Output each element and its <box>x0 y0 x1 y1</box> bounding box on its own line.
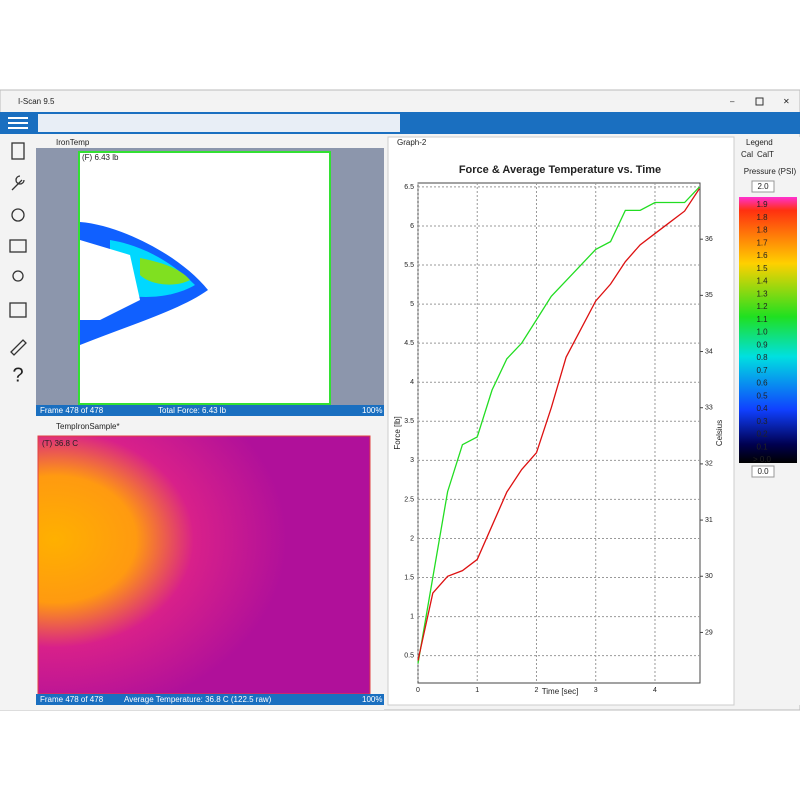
color-label: 1.8 <box>756 213 768 222</box>
color-label: 0.4 <box>756 404 768 413</box>
color-label: 1.7 <box>756 238 768 247</box>
color-label: 1.3 <box>756 289 768 298</box>
tab[interactable]: CalT <box>757 150 774 159</box>
max-btn[interactable] <box>755 97 764 106</box>
x-tick-label: 3 <box>594 687 598 694</box>
menu-icon[interactable] <box>8 117 28 129</box>
y-tick-label: 0.5 <box>404 653 414 660</box>
status-info: Total Force: 6.43 lb <box>158 406 227 415</box>
min-input[interactable] <box>751 465 775 478</box>
y-tick-label: 1 <box>410 613 414 620</box>
tab[interactable]: Graph-2 <box>397 138 427 147</box>
color-label: 0.2 <box>756 430 768 439</box>
color-label: 1.1 <box>756 315 768 324</box>
y-tick-label: 5.5 <box>404 262 414 269</box>
y-tick-label: 3.5 <box>404 418 414 425</box>
y-tick-label: 3 <box>410 457 414 464</box>
data-line <box>417 186 700 664</box>
force-overlay: (F) 6.43 lb <box>82 153 119 162</box>
status-frame: Frame 478 of 478 <box>40 695 104 704</box>
color-label: 0.3 <box>756 417 768 426</box>
help-icon[interactable]: ? <box>12 364 23 386</box>
x-tick-label: 4 <box>653 687 657 694</box>
y-tick-label: 4 <box>410 379 414 386</box>
x-tick-label: 1 <box>475 687 479 694</box>
color-label: 1.9 <box>756 200 768 209</box>
max-value: 2.0 <box>757 182 769 191</box>
color-label: 1.6 <box>756 251 768 260</box>
color-label: 1.8 <box>756 226 768 235</box>
color-label: 1.5 <box>756 264 768 273</box>
y-tick-label: 4.5 <box>404 340 414 347</box>
status-zoom: 100% <box>362 695 382 704</box>
color-label: 1.4 <box>756 277 768 286</box>
color-label: 0.1 <box>756 442 768 451</box>
y2-tick-label: 35 <box>705 292 713 299</box>
tab[interactable]: TempIronSample* <box>56 422 120 431</box>
min-btn[interactable]: – <box>730 97 735 106</box>
tab[interactable]: IronTemp <box>56 138 90 147</box>
y-tick-label: 1.5 <box>404 574 414 581</box>
x-tick-label: 0 <box>416 687 420 694</box>
y2-tick-label: 32 <box>705 461 713 468</box>
x-tick-label: 2 <box>535 687 539 694</box>
y-axis-label: Force [lb] <box>393 416 402 449</box>
color-label: 0.9 <box>756 340 768 349</box>
color-label: 0.6 <box>756 379 768 388</box>
color-label: 0.8 <box>756 353 768 362</box>
color-label: 1.2 <box>756 302 768 311</box>
y-tick-label: 2.5 <box>404 496 414 503</box>
color-label: 1.0 <box>756 328 768 337</box>
x-axis-label: Time [sec] <box>542 687 579 696</box>
y2-tick-label: 36 <box>705 236 713 243</box>
legend-unit: Pressure (PSI) <box>744 167 797 176</box>
tab[interactable]: Cal <box>741 150 753 159</box>
status-info: Average Temperature: 36.8 C (122.5 raw) <box>124 695 272 704</box>
y-tick-label: 6 <box>410 223 414 230</box>
window-title: I-Scan 9.5 <box>18 97 55 106</box>
temp-overlay: (T) 36.8 C <box>42 439 78 448</box>
y-tick-label: 5 <box>410 301 414 308</box>
y-tick-label: 6.5 <box>404 184 414 191</box>
sidebar-icons[interactable] <box>9 142 27 356</box>
toolbar-buttons[interactable] <box>38 114 400 132</box>
temp-map <box>37 435 371 695</box>
y2-tick-label: 31 <box>705 517 713 524</box>
y2-tick-label: 29 <box>705 629 713 636</box>
y2-axis-label: Celsius <box>715 420 724 446</box>
status-zoom: 100% <box>362 406 382 415</box>
data-line <box>417 188 700 661</box>
sidebar <box>0 134 36 710</box>
color-bar <box>739 197 797 463</box>
tab[interactable]: Legend <box>746 138 773 147</box>
y-tick-label: 2 <box>410 535 414 542</box>
max-input[interactable] <box>751 180 775 193</box>
color-label: > 0.0 <box>753 455 772 464</box>
chart-title: Force & Average Temperature vs. Time <box>459 164 661 176</box>
color-label: 0.7 <box>756 366 768 375</box>
y2-tick-label: 33 <box>705 405 713 412</box>
status-frame: Frame 478 of 478 <box>40 406 104 415</box>
plot-area <box>417 182 701 684</box>
y2-tick-label: 30 <box>705 573 713 580</box>
y2-tick-label: 34 <box>705 348 713 355</box>
min-value: 0.0 <box>757 467 769 476</box>
close-btn[interactable]: ✕ <box>783 97 790 106</box>
color-label: 0.5 <box>756 391 768 400</box>
